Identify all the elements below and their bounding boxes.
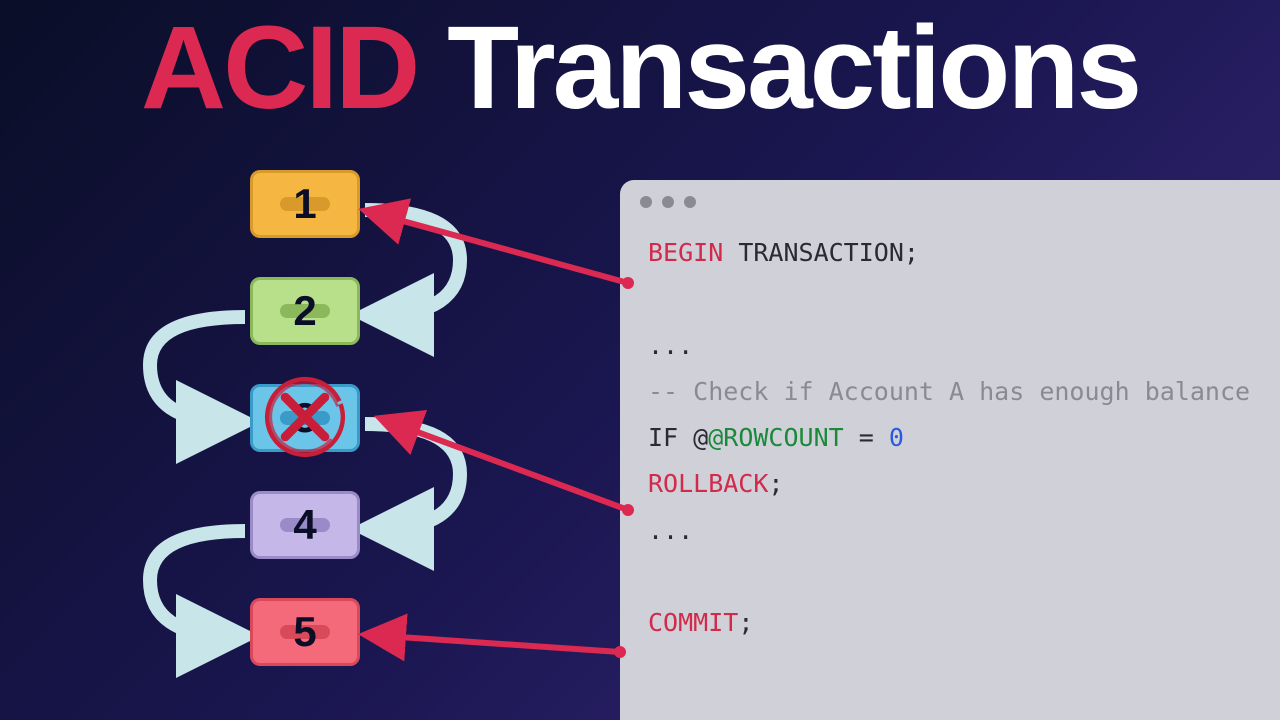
- code-line: ROLLBACK;: [648, 461, 1252, 507]
- step-3: 3: [250, 384, 360, 452]
- window-dot: [662, 196, 674, 208]
- title-accent: ACID: [141, 2, 417, 134]
- code-line: [648, 276, 1252, 322]
- code-line: BEGIN TRANSACTION;: [648, 230, 1252, 276]
- main-title: ACID Transactions: [0, 0, 1280, 136]
- step-number: 1: [293, 180, 316, 228]
- step-number: 5: [293, 608, 316, 656]
- code-line: -- Check if Account A has enough balance: [648, 369, 1252, 415]
- code-token: 0: [889, 423, 904, 452]
- code-token: ...: [648, 516, 693, 545]
- window-dot: [640, 196, 652, 208]
- code-line: [648, 554, 1252, 600]
- code-token: IF @: [648, 423, 708, 452]
- code-line: ...: [648, 508, 1252, 554]
- code-body: BEGIN TRANSACTION; ... -- Check if Accoun…: [620, 224, 1280, 652]
- step-5: 5: [250, 598, 360, 666]
- code-token: @ROWCOUNT: [708, 423, 843, 452]
- code-token: ;: [768, 469, 783, 498]
- window-titlebar: [620, 180, 1280, 224]
- step-1: 1: [250, 170, 360, 238]
- code-token: COMMIT: [648, 608, 738, 637]
- step-2: 2: [250, 277, 360, 345]
- code-token: TRANSACTION;: [723, 238, 919, 267]
- code-token: ROLLBACK: [648, 469, 768, 498]
- step-number: 2: [293, 287, 316, 335]
- code-token: ...: [648, 331, 693, 360]
- window-dot: [684, 196, 696, 208]
- step-number: 4: [293, 501, 316, 549]
- step-4: 4: [250, 491, 360, 559]
- flow-diagram: 1 2 3 4 5: [120, 170, 480, 710]
- code-token: =: [844, 423, 889, 452]
- step-number: 3: [293, 394, 316, 442]
- code-token: -- Check if Account A has enough balance: [648, 377, 1250, 406]
- title-rest: Transactions: [417, 2, 1139, 134]
- code-line: ...: [648, 323, 1252, 369]
- code-window: BEGIN TRANSACTION; ... -- Check if Accoun…: [620, 180, 1280, 720]
- code-token: ;: [738, 608, 753, 637]
- code-line: COMMIT;: [648, 600, 1252, 646]
- code-token: BEGIN: [648, 238, 723, 267]
- code-line: IF @@ROWCOUNT = 0: [648, 415, 1252, 461]
